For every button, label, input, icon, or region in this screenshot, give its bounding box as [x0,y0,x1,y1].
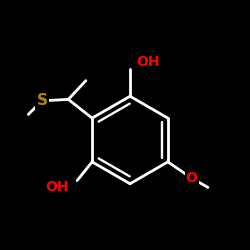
Text: O: O [186,171,198,185]
Text: OH: OH [45,180,68,194]
Text: OH: OH [136,56,160,70]
Text: S: S [36,93,48,108]
